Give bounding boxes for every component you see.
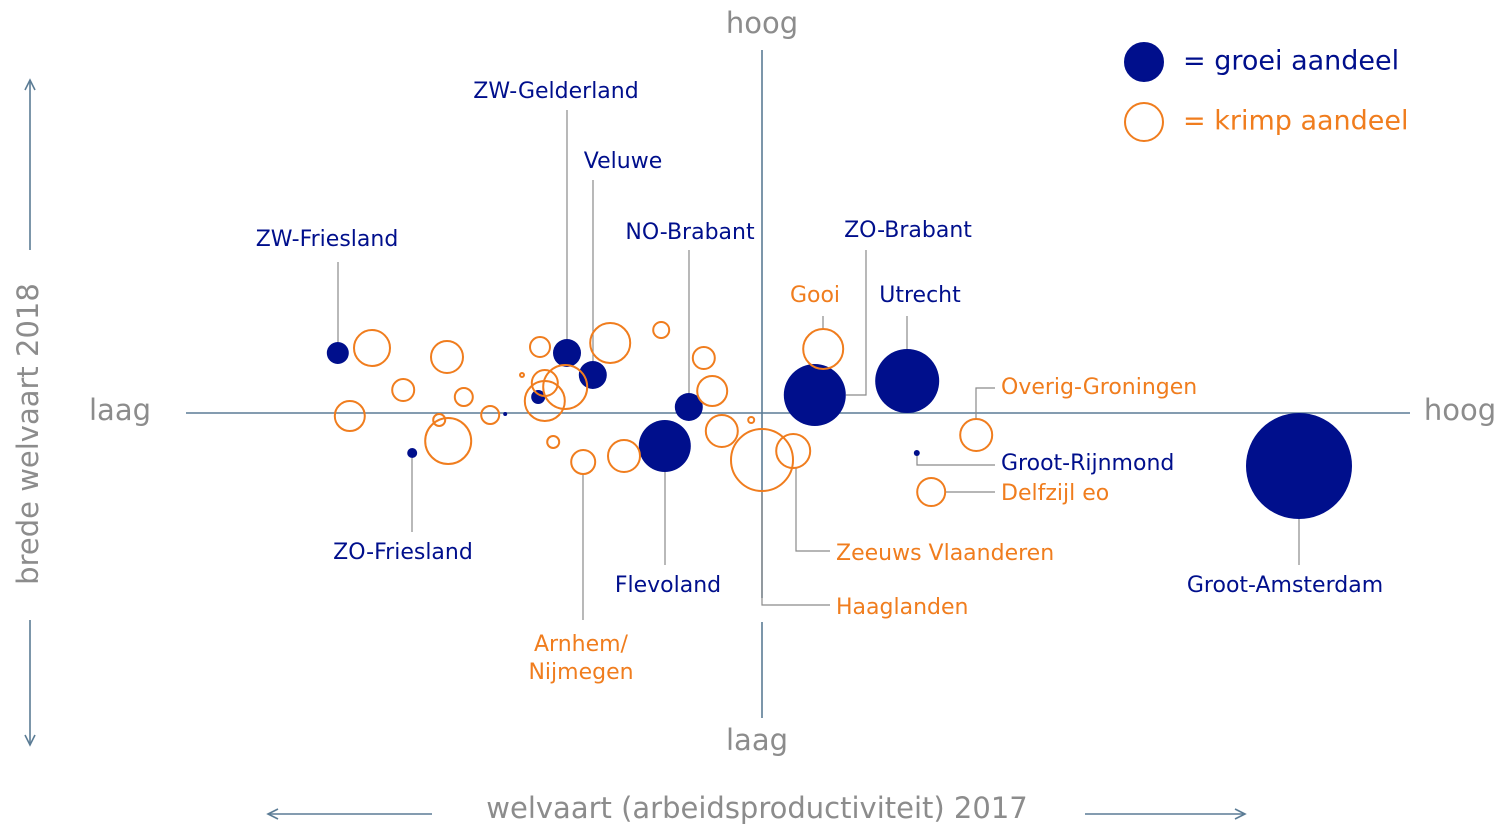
bubble xyxy=(696,375,729,407)
bubble xyxy=(589,322,632,364)
bubble xyxy=(913,450,920,456)
arrow-head xyxy=(266,808,279,820)
bubble xyxy=(570,449,597,475)
bubble xyxy=(959,418,994,452)
y-high: hoog xyxy=(726,6,798,40)
x-high: hoog xyxy=(1424,393,1496,427)
bubble xyxy=(391,378,416,402)
bubble xyxy=(326,342,349,364)
bubble xyxy=(704,414,739,448)
bubble xyxy=(553,339,581,367)
point-label: Arnhem/ xyxy=(534,632,629,657)
point-label: ZO-Brabant xyxy=(844,218,972,243)
point-label: Haaglanden xyxy=(836,595,968,620)
y-low: laag xyxy=(726,723,788,757)
bubble xyxy=(480,405,501,425)
point-label: Veluwe xyxy=(584,149,662,174)
bubble xyxy=(607,439,641,473)
bubble xyxy=(523,380,566,422)
arrow-head xyxy=(24,78,36,91)
bubble xyxy=(783,364,846,426)
point-label: NO-Brabant xyxy=(625,220,755,245)
point-label: ZW-Friesland xyxy=(256,227,399,252)
bubble xyxy=(353,329,391,367)
bubble xyxy=(652,321,671,339)
bubble xyxy=(916,477,947,507)
leader-line xyxy=(761,491,830,606)
legend-swatch xyxy=(1124,102,1164,142)
leader-line xyxy=(795,468,830,552)
bubble xyxy=(691,346,716,370)
point-label: Gooi xyxy=(790,283,840,308)
leader-line xyxy=(975,387,995,419)
bubble xyxy=(430,340,464,374)
bubble xyxy=(542,364,589,410)
leader-line xyxy=(846,250,867,396)
bubble xyxy=(638,420,691,472)
arrow-head xyxy=(1234,808,1247,820)
bubble xyxy=(674,393,703,421)
bubble xyxy=(519,372,525,378)
x-low: laag xyxy=(89,393,151,427)
x-axis-label: welvaart (arbeidsproductiviteit) 2017 xyxy=(486,791,1027,825)
bubble xyxy=(730,428,794,492)
legend-label: = krimp aandeel xyxy=(1183,106,1409,137)
legend-label: = groei aandeel xyxy=(1183,46,1399,77)
bubble xyxy=(424,417,473,465)
legend-swatch xyxy=(1124,42,1164,82)
bubble xyxy=(529,336,551,358)
arrow-head xyxy=(24,734,36,747)
point-label: Delfzijl eo xyxy=(1001,481,1109,506)
point-label: Utrecht xyxy=(879,283,961,308)
point-label: Overig-Groningen xyxy=(1001,375,1197,400)
point-label: Groot-Rijnmond xyxy=(1001,451,1174,476)
point-label: ZW-Gelderland xyxy=(473,79,638,104)
bubble xyxy=(747,416,756,424)
point-label: ZO-Friesland xyxy=(333,540,473,565)
bubble xyxy=(1246,413,1352,519)
point-label: Nijmegen xyxy=(528,660,633,685)
bubble xyxy=(453,387,474,407)
bubble xyxy=(333,400,366,432)
bubble xyxy=(407,448,418,458)
leader-line xyxy=(916,455,995,466)
bubble xyxy=(802,328,845,370)
bubble xyxy=(775,433,812,469)
bubble xyxy=(432,413,447,427)
y-axis-label: brede welvaart 2018 xyxy=(11,283,45,585)
bubble xyxy=(503,412,508,416)
bubble xyxy=(531,390,546,404)
point-label: Flevoland xyxy=(615,573,721,598)
point-label: Zeeuws Vlaanderen xyxy=(836,541,1054,566)
bubble xyxy=(546,435,561,449)
bubble xyxy=(875,349,940,413)
point-label: Groot-Amsterdam xyxy=(1187,573,1383,598)
